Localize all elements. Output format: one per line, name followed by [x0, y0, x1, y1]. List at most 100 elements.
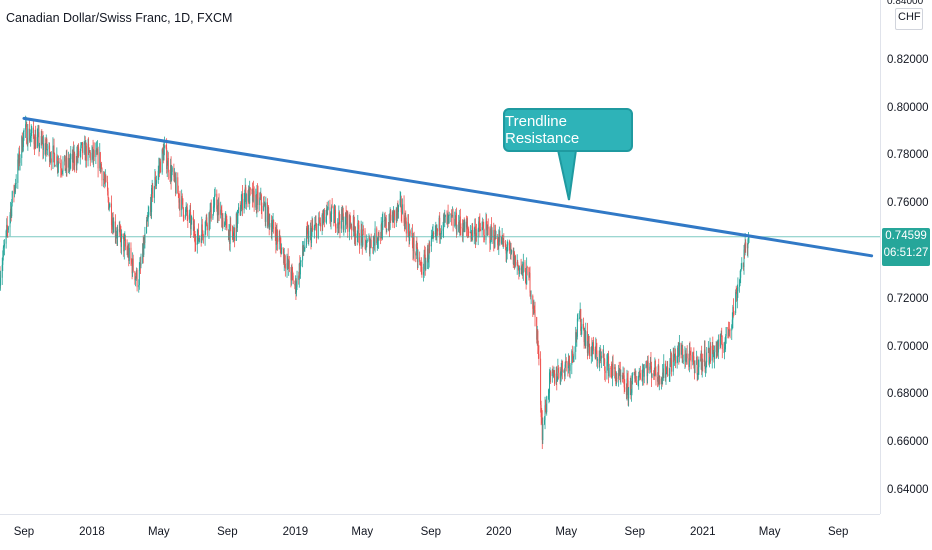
candle-body: [319, 222, 321, 224]
candle-body: [256, 191, 258, 193]
candle-body: [630, 392, 632, 394]
candle-body: [245, 187, 247, 205]
candle-body: [329, 218, 331, 221]
candle-body: [450, 213, 452, 217]
candle-body: [33, 136, 35, 145]
time-scale[interactable]: [0, 514, 880, 550]
candle-body: [560, 368, 562, 378]
candle-body: [579, 309, 581, 318]
candle-body: [440, 233, 442, 235]
candle-body: [149, 202, 151, 212]
candle-body: [352, 216, 354, 231]
candle-body: [460, 226, 462, 229]
candle-body: [589, 347, 591, 357]
candle-body: [331, 206, 333, 208]
candle-body: [553, 370, 555, 377]
candle-body: [619, 369, 621, 377]
candle-body: [602, 355, 604, 357]
candle-body: [369, 245, 371, 254]
candle-body: [127, 250, 129, 256]
candle-body: [151, 185, 153, 188]
candle-body: [377, 240, 379, 242]
candle-body: [316, 224, 318, 239]
candle-body: [40, 136, 42, 146]
candle-body: [495, 237, 497, 239]
candle-body: [564, 370, 566, 377]
candle-body: [635, 376, 637, 383]
candle-body: [397, 205, 399, 212]
candle-body: [482, 225, 484, 228]
candle-body: [614, 367, 616, 376]
candle-body: [217, 202, 219, 206]
candle-body: [368, 237, 370, 254]
candle-body: [747, 239, 749, 249]
candle-body: [196, 236, 198, 245]
candle-body: [174, 172, 176, 182]
candle-body: [393, 210, 395, 212]
candle-body: [26, 143, 28, 145]
candle-body: [643, 368, 645, 377]
candle-body: [287, 257, 289, 267]
candle-body: [89, 152, 91, 153]
candle-body: [330, 214, 332, 221]
candle-body: [210, 202, 212, 219]
candle-body: [122, 233, 124, 237]
candle-body: [684, 354, 686, 361]
candle-body: [312, 225, 314, 230]
candle-body: [92, 147, 94, 159]
candle-body: [653, 373, 655, 376]
candle-body: [443, 214, 445, 229]
candle-body: [148, 211, 150, 215]
candle-body: [428, 244, 430, 260]
candle-body: [400, 198, 402, 213]
candle-body: [623, 375, 625, 377]
chart-title: Canadian Dollar/Swiss Franc, 1D, FXCM: [6, 11, 233, 25]
candle-body: [707, 348, 709, 353]
candle-body: [604, 359, 606, 371]
candle-body: [585, 331, 587, 346]
price-tick-label: 0.78000: [887, 149, 929, 162]
candle-body: [73, 149, 75, 163]
candle-body: [155, 182, 157, 186]
candle-body: [429, 244, 431, 247]
candle-body: [521, 267, 523, 271]
candle-body: [304, 245, 306, 250]
candle-body: [267, 202, 269, 227]
candle-body: [239, 207, 241, 216]
candle-body: [374, 240, 376, 246]
candle-body: [220, 209, 222, 211]
candle-body: [295, 286, 297, 293]
candle-body: [450, 213, 452, 215]
candle-body: [3, 243, 5, 247]
candle-body: [561, 360, 563, 373]
candle-body: [107, 191, 109, 198]
candle-body: [638, 375, 640, 381]
candle-body: [199, 238, 201, 240]
candle-body: [537, 330, 539, 347]
candle-body: [674, 353, 676, 356]
candle-body: [236, 213, 238, 228]
candle-body: [152, 185, 154, 198]
candle-body: [727, 327, 729, 329]
candle-body: [233, 232, 235, 238]
candle-body: [358, 225, 360, 243]
candle-body: [712, 345, 714, 353]
candle-body: [596, 358, 598, 361]
candle-body: [567, 359, 569, 369]
candle-body: [454, 219, 456, 226]
candle-body: [638, 373, 640, 376]
candle-body: [292, 271, 294, 276]
candle-body: [248, 188, 250, 204]
candle-body: [240, 203, 242, 212]
currency-badge[interactable]: [895, 8, 923, 30]
trendline-resistance-callout[interactable]: Trendline Resistance: [503, 108, 633, 152]
candle-body: [665, 373, 667, 378]
candle-body: [370, 239, 372, 246]
price-tick-label: 0.70000: [887, 340, 929, 353]
candle-body: [384, 219, 386, 224]
candle-body: [661, 377, 663, 380]
candle-body: [194, 236, 196, 244]
candle-body: [101, 168, 103, 181]
candle-body: [62, 161, 64, 172]
